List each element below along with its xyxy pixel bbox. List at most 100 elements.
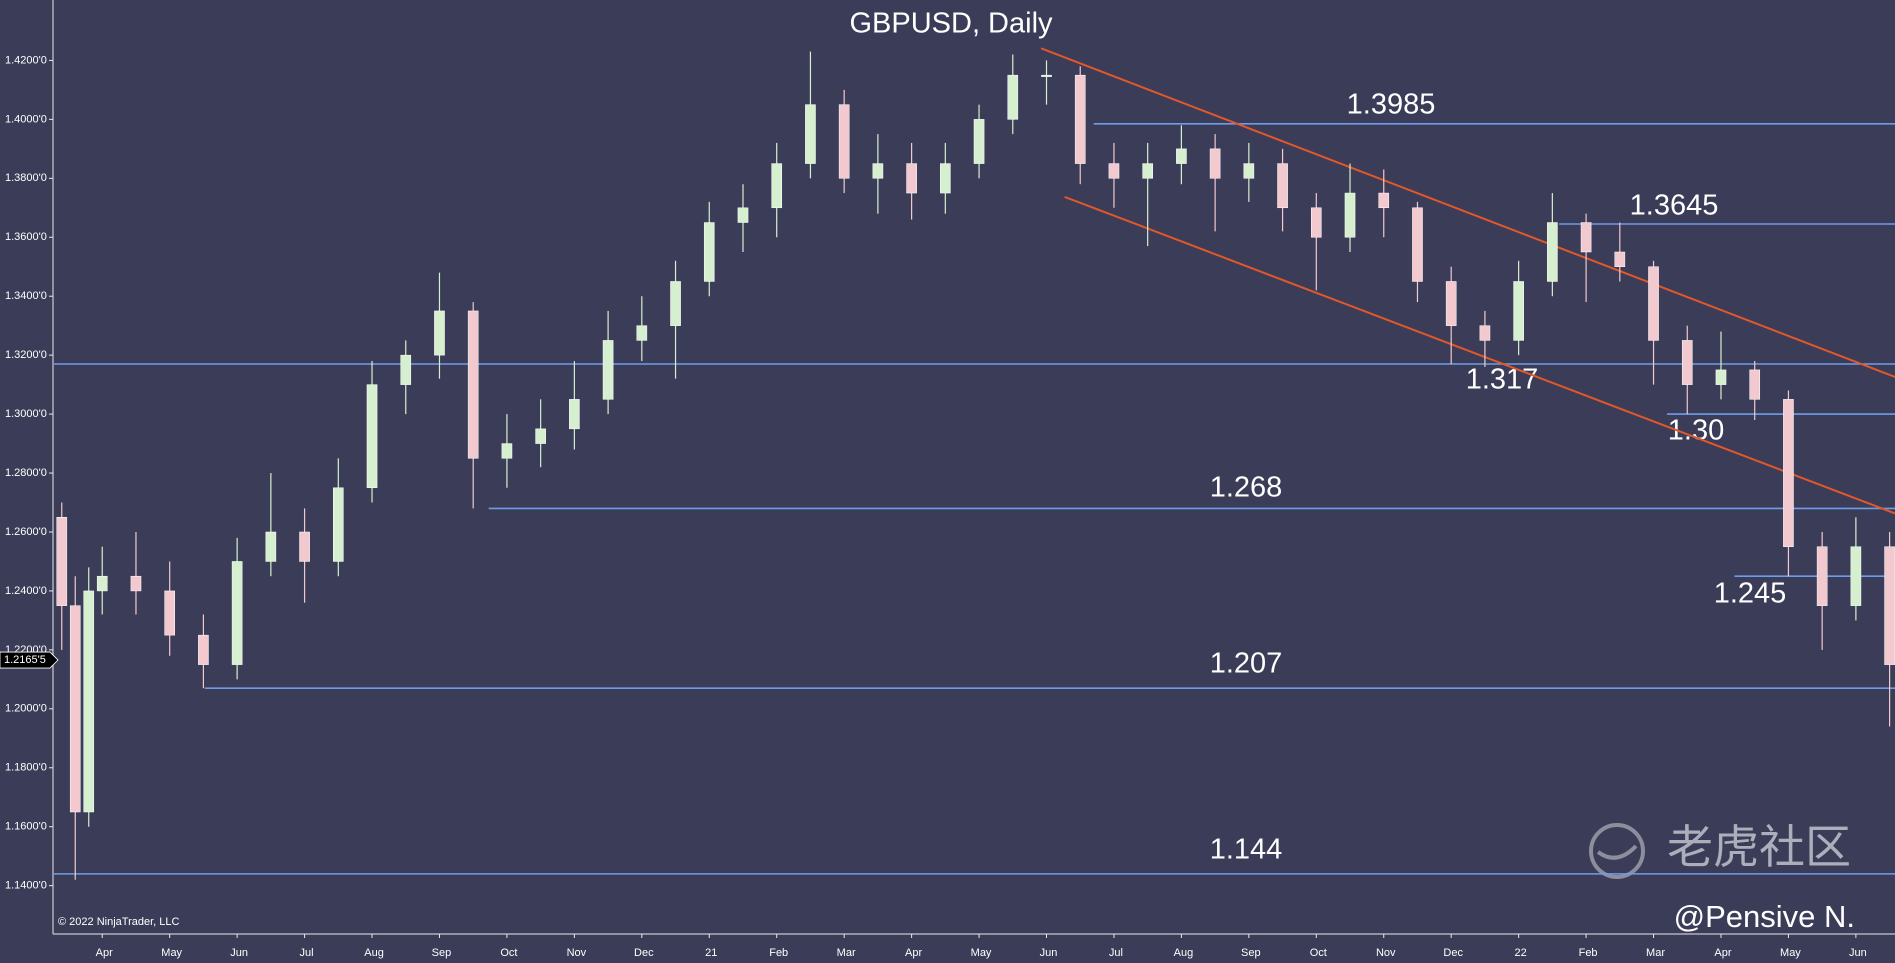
candle-body <box>1816 546 1828 606</box>
candle-body <box>130 575 142 592</box>
candle-body <box>231 561 243 665</box>
candle <box>906 142 917 220</box>
candle <box>670 260 681 379</box>
level-label: 1.317 <box>1466 364 1539 396</box>
y-tick-label: 1.2800'0 <box>5 467 47 479</box>
last-price-label: 1.2165'5 <box>4 654 46 666</box>
x-tick-label: Mar <box>1646 947 1665 959</box>
candle <box>1310 193 1322 291</box>
candle-body <box>1412 207 1423 282</box>
candle-body <box>1715 369 1727 385</box>
watermark-icon <box>1589 823 1645 879</box>
candle-body <box>96 575 108 592</box>
candle <box>299 508 310 603</box>
candle-body <box>265 531 277 562</box>
candle-body <box>703 222 715 282</box>
copyright: © 2022 NinjaTrader, LLC <box>58 916 179 928</box>
x-tick-label: Nov <box>1376 947 1396 959</box>
candle <box>1547 193 1558 297</box>
x-tick-label: Apr <box>96 947 113 959</box>
candle-body <box>1580 222 1592 253</box>
candle <box>1648 260 1659 385</box>
level-label: 1.207 <box>1210 648 1283 680</box>
last-price-marker <box>0 651 59 669</box>
candle <box>231 537 243 680</box>
candle-body <box>1108 163 1120 179</box>
candle <box>771 142 783 238</box>
level-label: 1.3645 <box>1630 190 1719 222</box>
level-label: 1.144 <box>1210 834 1283 866</box>
x-tick-label: Sep <box>1241 947 1261 959</box>
candle <box>636 296 648 362</box>
y-tick-label: 1.4000'0 <box>5 113 47 125</box>
candle <box>1344 163 1356 252</box>
candle-body <box>366 384 378 489</box>
candle <box>569 361 580 450</box>
candle-body <box>1344 192 1356 238</box>
x-tick-label: 22 <box>1515 947 1527 959</box>
x-tick-label: Jun <box>230 947 248 959</box>
x-tick-label: Apr <box>905 947 922 959</box>
chart-title: GBPUSD, Daily <box>849 8 1053 40</box>
candle <box>535 399 546 468</box>
candle <box>434 272 445 379</box>
candle-body <box>1547 222 1558 282</box>
candle <box>872 134 884 214</box>
watermark-glyph <box>1596 844 1638 860</box>
candle-body <box>1209 148 1221 179</box>
candle <box>1074 66 1086 185</box>
author: @Pensive N. <box>1674 899 1855 934</box>
candle <box>737 184 749 252</box>
candle <box>1783 390 1794 577</box>
candle-body <box>636 325 648 341</box>
candle-body <box>906 163 917 194</box>
candle <box>83 567 95 827</box>
candle-body <box>1850 546 1862 606</box>
candle <box>400 340 412 415</box>
candle <box>1749 361 1761 420</box>
y-tick-label: 1.3000'0 <box>5 408 47 420</box>
x-tick-label: Sep <box>432 947 452 959</box>
candle <box>1479 310 1491 367</box>
candle <box>1041 60 1052 105</box>
x-tick-label: Jul <box>300 947 314 959</box>
candle <box>1209 134 1221 232</box>
candle <box>1445 266 1457 364</box>
x-tick-label: 21 <box>705 947 717 959</box>
y-tick-label: 1.2600'0 <box>5 526 47 538</box>
candle-body <box>1176 148 1187 164</box>
candle-body <box>1007 74 1019 120</box>
y-tick-label: 1.1600'0 <box>5 821 47 833</box>
candle-body <box>56 517 68 606</box>
candle-body <box>1749 369 1761 400</box>
candle-body <box>602 340 614 400</box>
y-tick-label: 1.4200'0 <box>5 54 47 66</box>
x-tick-label: Apr <box>1714 947 1731 959</box>
candle <box>973 104 985 179</box>
candle-body <box>467 310 479 459</box>
candle-body <box>1513 281 1524 341</box>
candle <box>1007 54 1019 135</box>
candle <box>56 502 68 650</box>
watermark-text: 老虎社区 <box>1667 821 1851 873</box>
candle-body <box>1243 163 1255 179</box>
candle <box>1243 142 1255 202</box>
x-tick-label: Nov <box>567 947 587 959</box>
candle <box>265 473 277 577</box>
candle-body <box>1310 207 1322 238</box>
candle <box>198 614 209 689</box>
candle <box>164 561 175 656</box>
trend-line <box>1040 47 1895 378</box>
y-tick-label: 1.3600'0 <box>5 231 47 243</box>
watermark-circle <box>1589 823 1645 879</box>
candle-body <box>400 354 412 385</box>
candle-body <box>501 443 513 459</box>
candle-body <box>1681 340 1693 385</box>
candle <box>1580 213 1592 303</box>
candle-body <box>771 163 783 209</box>
candle <box>467 302 479 509</box>
x-tick-label: May <box>971 947 992 959</box>
x-tick-label: Aug <box>364 947 384 959</box>
candle-body <box>69 605 81 813</box>
